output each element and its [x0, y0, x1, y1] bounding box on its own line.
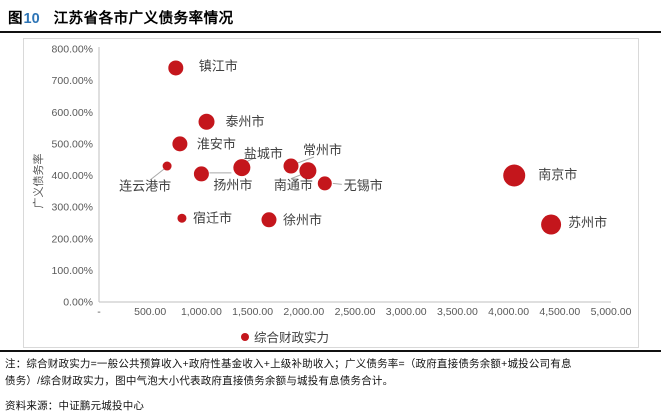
legend-dot-icon [241, 332, 249, 341]
x-tick-label: 3,500.00 [437, 306, 478, 318]
city-label: 无锡市 [344, 178, 383, 193]
city-bubble [162, 161, 172, 171]
y-tick-label: 800.00% [52, 44, 93, 56]
city-label: 南通市 [274, 177, 313, 192]
figure-number: 10 [23, 11, 40, 27]
city-label: 扬州市 [213, 177, 252, 192]
note-text-line1: 注：综合财政实力=一般公共预算收入+政府性基金收入+上级补助收入；广义债务率=（… [5, 358, 572, 370]
page-title: 江苏省各市广义债务率情况 [53, 11, 234, 27]
city-bubble [283, 158, 299, 174]
y-tick-label: 0.00% [63, 297, 93, 309]
leader-line [149, 168, 165, 181]
y-tick-label: 200.00% [52, 233, 93, 245]
leader-line [246, 157, 256, 163]
title-separator-line [0, 31, 661, 33]
city-label: 苏州市 [568, 215, 607, 230]
city-bubble [261, 212, 277, 228]
x-tick-label: 4,000.00 [488, 306, 529, 318]
city-bubble [317, 176, 332, 191]
y-tick-label: 500.00% [52, 138, 93, 150]
city-bubble [193, 166, 209, 182]
x-tick-label: 4,500.00 [539, 306, 580, 318]
city-bubble [233, 159, 251, 177]
chart-area: 0.00% 100.00% 200.00% 300.00% 400.00% 500.00%… [23, 38, 639, 348]
city-bubble [299, 162, 317, 180]
city-label: 淮安市 [197, 136, 236, 151]
chart-legend: 综合财政实力 [241, 327, 329, 346]
city-label: 常州市 [303, 143, 342, 158]
source-text: 资料来源：中证鹏元城投中心 [5, 400, 145, 412]
x-tick-label: 2,000.00 [283, 306, 324, 318]
x-tick-label: 500.00 [134, 306, 166, 318]
city-label: 宿迁市 [193, 211, 232, 226]
city-label: 盐城市 [244, 146, 283, 161]
legend-label: 综合财政实力 [254, 331, 330, 345]
y-axis-title: 广义债务率 [33, 153, 45, 209]
figure-label: 图 [8, 11, 23, 27]
x-tick-label: 1,500.00 [232, 306, 273, 318]
x-tick-label: 1,000.00 [181, 306, 222, 318]
city-bubble [541, 214, 562, 235]
y-tick-label: 400.00% [52, 170, 93, 182]
x-tick-label: 5,000.00 [591, 306, 632, 318]
x-tick-label: - [97, 306, 101, 318]
bubble-chart: 0.00% 100.00% 200.00% 300.00% 400.00% 500.00%… [52, 44, 632, 319]
city-label: 连云港市 [119, 179, 171, 194]
note-text-line2: 债务）/综合财政实力，图中气泡大小代表政府直接债务余额与城投有息债务合计。 [5, 375, 394, 387]
city-label: 南京市 [538, 167, 577, 182]
y-tick-label: 100.00% [52, 265, 93, 277]
x-tick-label: 3,000.00 [386, 306, 427, 318]
x-tick-label: 2,500.00 [335, 306, 376, 318]
city-bubble [177, 213, 187, 223]
leader-line [332, 182, 342, 185]
y-tick-label: 700.00% [52, 75, 93, 87]
city-label: 镇江市 [199, 58, 238, 73]
city-label: 泰州市 [226, 114, 265, 129]
y-tick-label: 300.00% [52, 202, 93, 214]
y-tick-label: 600.00% [52, 107, 93, 119]
city-label: 徐州市 [283, 212, 322, 227]
leader-line [294, 156, 315, 165]
city-bubble [198, 113, 215, 130]
city-bubble [503, 164, 526, 187]
notes-separator-line [0, 350, 661, 352]
city-bubble [168, 60, 184, 76]
figure-title-row: 图 10 江苏省各市广义债务率情况 [8, 7, 234, 28]
city-bubble [172, 136, 188, 152]
